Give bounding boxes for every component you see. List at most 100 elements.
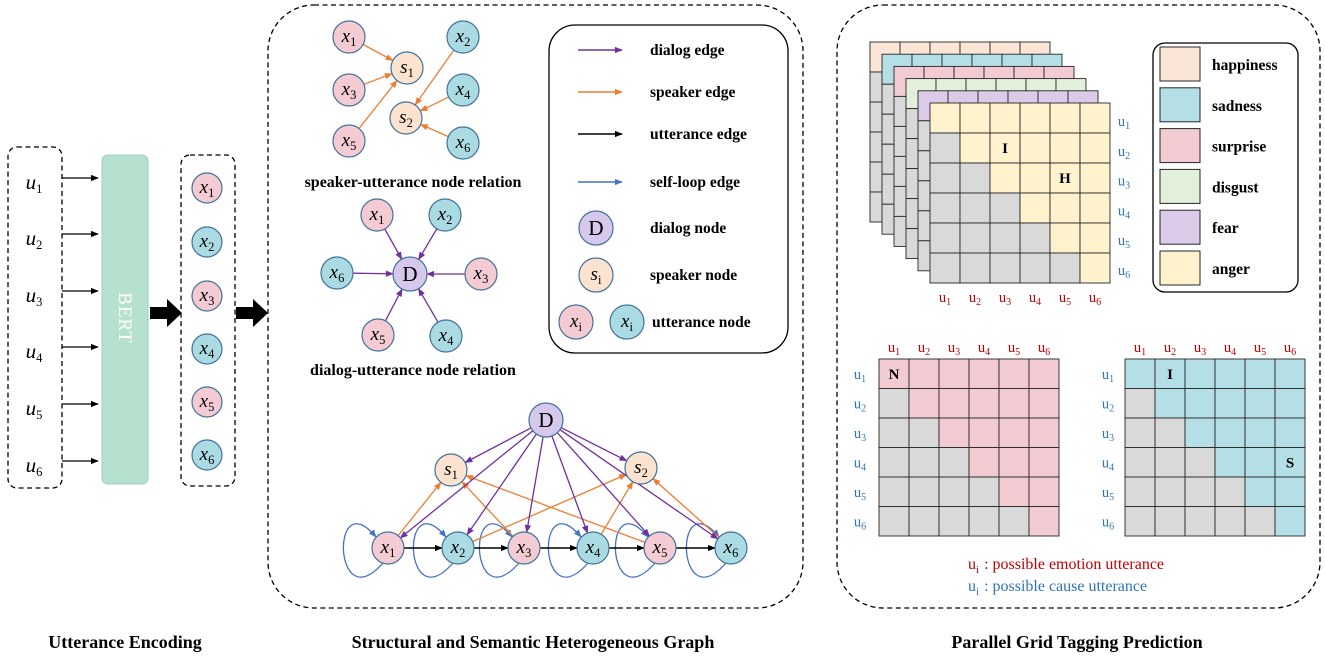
speaker-node-s1-label: s1	[400, 57, 414, 80]
legend-utterance-node-blue: xi	[609, 304, 645, 340]
cause-utterance-grid-cell	[1184, 447, 1216, 478]
left-grid-row-label-index: 1	[861, 374, 866, 385]
emotion-swatch-3	[1159, 128, 1201, 164]
self-loop-edge-x2	[412, 523, 454, 578]
speaker-node-s1-symbol: s	[400, 57, 407, 78]
speaker-relation-caption: speaker-utterance node relation	[305, 174, 522, 191]
right-grid-row-label-index: 4	[1109, 462, 1114, 473]
left-grid-row-label-index: 4	[861, 462, 866, 473]
cause-utterance-grid-cell	[1184, 417, 1216, 448]
utterance-label-u4: u4	[26, 339, 44, 365]
cause-utterance-grid-cell	[1214, 476, 1246, 507]
dialog-relation-node-x4-symbol: x	[438, 325, 448, 346]
left-grid-row-label: u4	[854, 455, 866, 473]
dialog-relation-node-x6: x6	[320, 256, 354, 290]
right-grid-column-label: u4	[1224, 340, 1236, 358]
speaker-node-s1-index: 1	[408, 66, 414, 80]
graph-speaker-node-s1-index: 1	[452, 468, 458, 482]
stacked-grid-6-cell	[959, 222, 991, 254]
utterance-index: 1	[36, 182, 42, 196]
left-grid-column-label-symbol: u	[918, 340, 925, 356]
cause-utterance-grid-cell	[1124, 506, 1156, 537]
graph-utterance-node-x1-symbol: x	[380, 537, 390, 558]
dialog-relation-node-x4-label: x4	[438, 325, 454, 348]
stacked-grid-column-label: u3	[999, 290, 1011, 308]
dialog-node-D-symbol: D	[402, 262, 417, 286]
graph-utterance-node-x2-symbol: x	[450, 537, 460, 558]
encoded-node-x2-symbol: x	[199, 231, 209, 252]
cause-utterance-grid-cell	[1214, 358, 1246, 389]
cause-utterance-grid-cell	[1274, 358, 1306, 389]
left-grid-column-label: u6	[1038, 340, 1050, 358]
cause-utterance-grid-cell	[1214, 506, 1246, 537]
graph-speaker-node-s2-label: s2	[634, 457, 648, 480]
stacked-grid-row-label-index: 3	[1125, 181, 1130, 192]
cause-utterance-grid-cell	[1244, 476, 1276, 507]
stacked-grid-6-cell	[1049, 222, 1081, 254]
graph-dialog-edge-x3	[524, 436, 544, 533]
self-loop-edge-x4	[547, 523, 589, 578]
stacked-grid-6-cell	[929, 102, 961, 134]
graph-speaker-edge-x4	[600, 481, 634, 535]
encoded-node-x3-circle	[191, 280, 223, 312]
stacked-grid-column-label-symbol: u	[1059, 290, 1066, 306]
emotion-utterance-grid-cell	[1028, 417, 1060, 448]
speaker-node-s2-index: 2	[407, 116, 413, 130]
left-grid-row-label-index: 2	[861, 403, 866, 414]
dialog-relation-node-x4-index: 4	[447, 334, 454, 348]
graph-utterance-node-x6-symbol: x	[723, 537, 733, 558]
graph-speaker-edge-x5	[465, 474, 646, 544]
right-grid-row-label: u1	[1102, 367, 1114, 385]
utterance-label-u5: u5	[26, 396, 43, 422]
self-loop-edge-x5	[614, 523, 656, 578]
emotion-swatch-1	[1159, 46, 1201, 82]
right-grid-column-label: u1	[1134, 340, 1146, 358]
stacked-grid-6-cell	[989, 192, 1021, 224]
right-grid-column-label-symbol: u	[1254, 340, 1261, 356]
right-grid-column-label-index: 5	[1261, 347, 1266, 358]
graph-speaker-node-s2-symbol: s	[634, 457, 641, 478]
legend-utterance-node-label: utterance node	[652, 314, 751, 331]
encoded-node-x1-index: 1	[208, 186, 214, 200]
encoded-node-x5: x5	[191, 386, 223, 418]
stacked-grid-6-cell	[1079, 132, 1111, 164]
grid-panel-border	[836, 4, 1321, 609]
legend-edge-label-4: self-loop edge	[650, 174, 740, 191]
cause-utterance-grid-cell	[1274, 506, 1306, 537]
speaker-relation-node-x1-circle	[332, 20, 366, 54]
encoded-node-x6-index: 6	[208, 453, 214, 467]
cause-utterance-grid-cell	[1154, 388, 1186, 419]
dialog-edge-x2	[418, 228, 438, 261]
right-grid-column-label: u2	[1164, 340, 1176, 358]
left-grid-column-label-index: 4	[985, 347, 990, 358]
cause-utterance-grid-cell	[1184, 358, 1216, 389]
right-grid-row-label-symbol: u	[1102, 396, 1109, 412]
right-grid-column-label-symbol: u	[1224, 340, 1231, 356]
emotion-utterance-grid-cell	[908, 388, 940, 419]
emotion-legend-label-1: happiness	[1212, 57, 1277, 74]
utterance-symbol: u	[26, 396, 37, 420]
graph-utterance-node-x6-label: x6	[723, 537, 739, 560]
speaker-relation-node-x1-label: x1	[341, 26, 357, 49]
dialog-relation-node-x5-symbol: x	[370, 324, 380, 345]
anger-grid-tag-1: I	[1002, 141, 1008, 157]
anger-grid-tag-2: H	[1059, 171, 1071, 187]
speaker-edge-x6	[419, 123, 449, 138]
emotion-utterance-grid-cell	[1028, 447, 1060, 478]
left-grid-row-label-symbol: u	[854, 396, 861, 412]
self-loop-edge-x1	[342, 523, 384, 578]
speaker-relation-node-x3: x3	[332, 73, 366, 107]
cause-utterance-grid-cell	[1274, 417, 1306, 448]
left-grid-row-label-symbol: u	[854, 514, 861, 530]
cause-utterance-grid-cell	[1244, 388, 1276, 419]
graph-dialog-edge-x2	[466, 433, 537, 536]
dialog-relation-node-x5-label: x5	[370, 324, 386, 347]
stacked-grid-6-cell	[929, 192, 961, 224]
emotion-utterance-grid-cell	[998, 358, 1030, 389]
graph-utterance-node-x2-circle	[441, 531, 475, 565]
emotion-utterance-grid-cell	[938, 447, 970, 478]
graph-utterance-node-x4-symbol: x	[585, 537, 595, 558]
stacked-grid-6-cell	[1019, 192, 1051, 224]
dialog-relation-node-x3: x3	[464, 257, 498, 291]
